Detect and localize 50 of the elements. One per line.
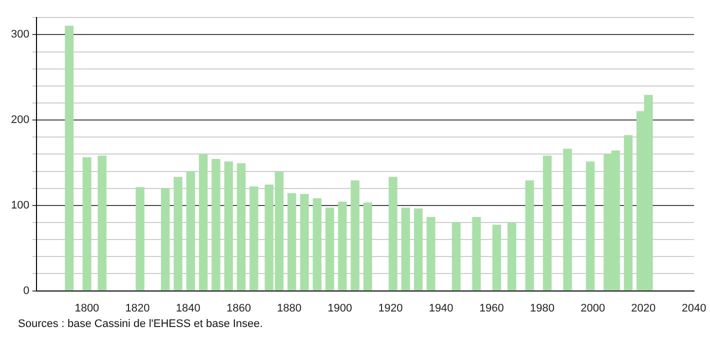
bar — [82, 157, 92, 291]
bar — [542, 156, 552, 291]
bar — [224, 162, 233, 291]
x-tick-label: 1920 — [378, 302, 403, 314]
source-note: Sources : base Cassini de l'EHESS et base Insee. — [18, 318, 264, 330]
bar — [388, 176, 398, 291]
x-tick-label: 2020 — [631, 302, 656, 314]
bar — [586, 162, 595, 291]
bar — [186, 172, 195, 291]
bar — [212, 158, 220, 291]
bar — [300, 194, 309, 291]
bar — [136, 187, 144, 291]
x-tick-label: 2000 — [580, 302, 606, 314]
bar — [174, 176, 182, 291]
bar — [198, 154, 208, 291]
bar — [472, 217, 481, 291]
bar — [401, 208, 410, 291]
x-tick-label: 1840 — [176, 302, 200, 314]
x-tick-label: 1940 — [428, 302, 454, 314]
bar — [98, 156, 106, 291]
bar — [325, 208, 334, 291]
bar — [452, 222, 461, 291]
bar — [350, 180, 360, 291]
bar — [338, 202, 347, 291]
bar — [426, 217, 436, 291]
bar — [250, 186, 258, 291]
bar — [363, 202, 372, 291]
x-tick-label: 2040 — [682, 302, 706, 314]
y-tick-label: 200 — [10, 114, 30, 126]
bar — [312, 198, 322, 291]
x-tick-label: 1900 — [328, 302, 352, 314]
x-tick-label: 1860 — [226, 302, 251, 314]
bar — [161, 188, 170, 291]
bar — [236, 163, 246, 291]
x-tick-label: 1820 — [125, 302, 150, 314]
bar — [64, 26, 74, 291]
bar — [492, 224, 502, 291]
bar — [563, 148, 572, 291]
bar — [525, 180, 534, 291]
y-tick-label: 0 — [23, 284, 30, 297]
y-tick-label: 100 — [10, 199, 30, 212]
bar — [508, 223, 516, 291]
x-tick-label: 1880 — [277, 302, 302, 314]
x-tick-label: 1800 — [74, 302, 100, 314]
bar — [624, 135, 633, 291]
y-tick-label: 300 — [10, 28, 30, 41]
bar — [287, 193, 296, 291]
x-tick-label: 1960 — [479, 302, 504, 314]
bar — [414, 208, 423, 291]
x-tick-label: 1980 — [530, 302, 554, 314]
